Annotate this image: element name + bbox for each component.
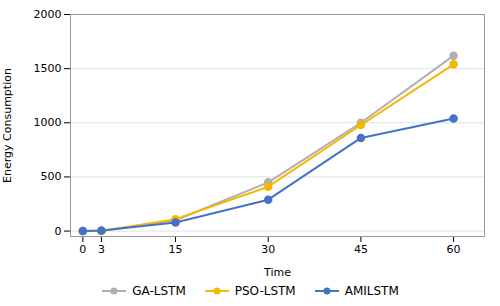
svg-text:45: 45 <box>354 243 368 256</box>
svg-text:30: 30 <box>261 243 275 256</box>
html-text:AMILSTM: AMILSTM <box>344 284 399 298</box>
svg-text:500: 500 <box>41 170 62 183</box>
svg-text:0: 0 <box>55 225 62 238</box>
svg-text:15: 15 <box>169 243 183 256</box>
svg-text:Time: Time <box>263 266 291 279</box>
svg-text:3: 3 <box>98 243 105 256</box>
html-text:GA-LSTM: GA-LSTM <box>132 284 186 298</box>
svg-text:Energy Consumption: Energy Consumption <box>1 68 14 183</box>
html-text:PSO-LSTM: PSO-LSTM <box>234 284 296 298</box>
svg-text:2000: 2000 <box>34 8 62 21</box>
svg-text:1000: 1000 <box>34 116 62 129</box>
svg-text:1500: 1500 <box>34 62 62 75</box>
svg-text:60: 60 <box>447 243 461 256</box>
svg-text:0: 0 <box>79 243 86 256</box>
